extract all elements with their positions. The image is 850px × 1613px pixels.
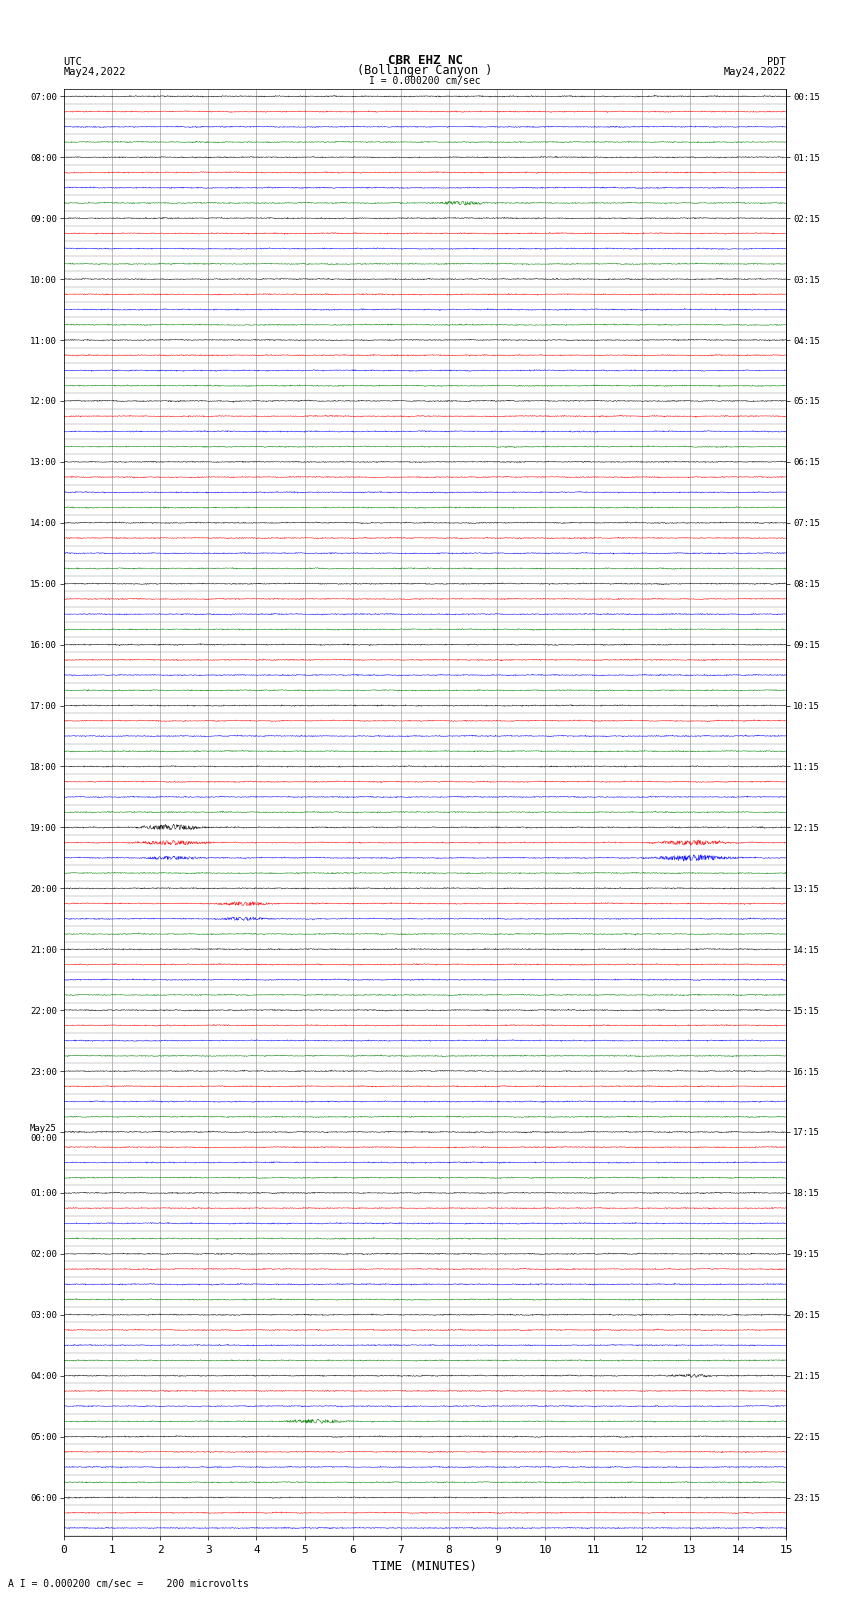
Text: A I = 0.000200 cm/sec =    200 microvolts: A I = 0.000200 cm/sec = 200 microvolts <box>8 1579 249 1589</box>
Text: May24,2022: May24,2022 <box>64 68 127 77</box>
X-axis label: TIME (MINUTES): TIME (MINUTES) <box>372 1560 478 1573</box>
Text: UTC: UTC <box>64 56 82 66</box>
Text: CBR EHZ NC: CBR EHZ NC <box>388 53 462 66</box>
Text: I = 0.000200 cm/sec: I = 0.000200 cm/sec <box>369 76 481 85</box>
Text: May24,2022: May24,2022 <box>723 68 786 77</box>
Text: (Bollinger Canyon ): (Bollinger Canyon ) <box>357 65 493 77</box>
Text: PDT: PDT <box>768 56 786 66</box>
